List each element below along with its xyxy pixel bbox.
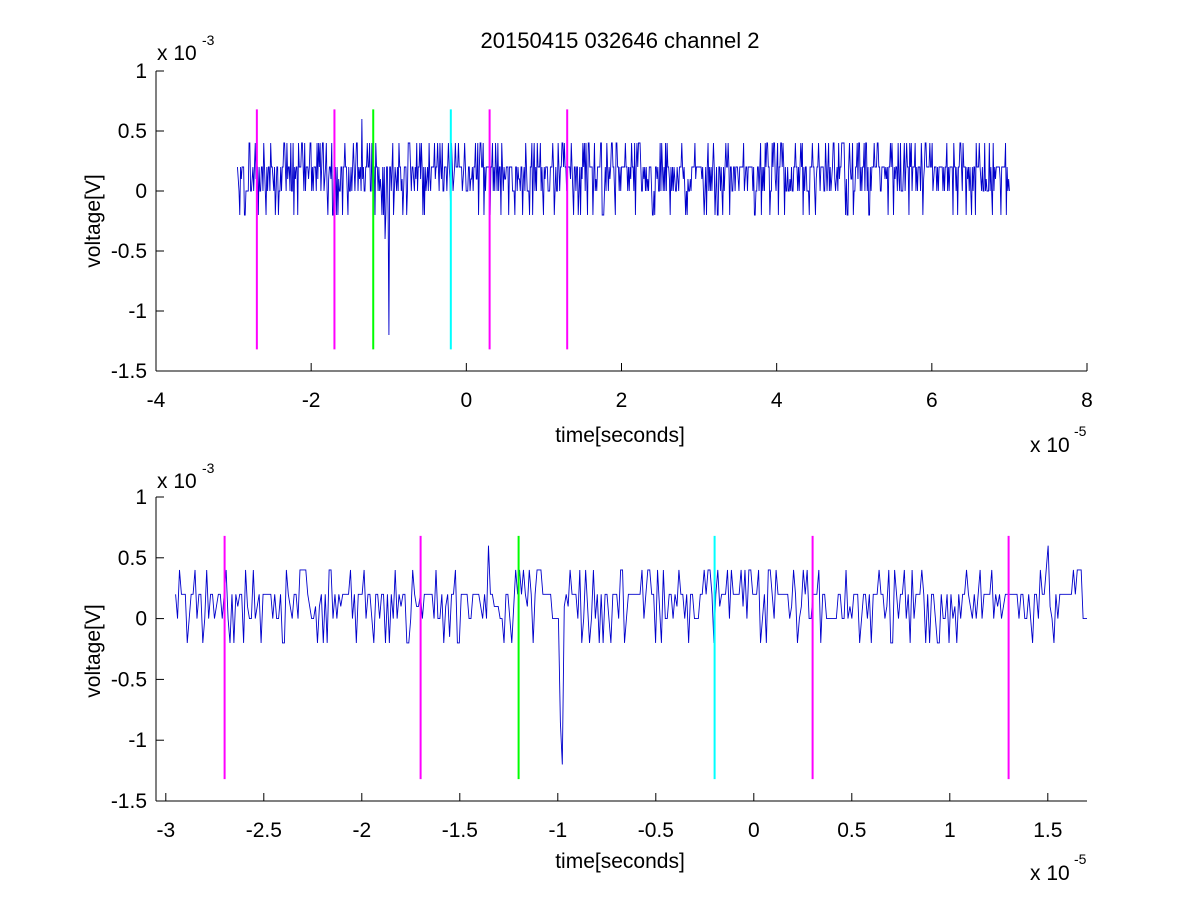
bottom-y-exponent: -3 [202,460,215,476]
bottom-plot-area: -3 -2.5 -2 -1.5 -1 -0.5 0 0.5 1 1.5 -1.5 -1 -0.5 0 0.5… [111,486,1087,842]
top-y-tick-label: -0.5 [111,240,147,263]
bottom-y-tick-label: 1 [135,486,147,509]
top-signal-line [237,118,1010,336]
bottom-x-tick-label: 1.5 [1033,819,1062,842]
top-y-tick-label: 0 [135,180,147,203]
top-plot-area: -4 -2 0 2 4 6 8 -1.5 -1 -0.5 0 0.5 1 [111,60,1093,412]
bottom-y-tick-label: -1 [128,729,147,752]
top-y-scale-label: x 10 -3 [157,32,215,65]
top-panel: 20150415 032646 channel 2 x 10 -3 -4 -2 0 2… [82,28,1093,457]
bottom-y-tick-label: 0 [135,608,147,631]
top-y-exponent: -3 [202,32,215,48]
top-y-multiplier: x 10 [157,42,197,65]
top-x-multiplier: x 10 [1030,434,1070,457]
bottom-signal-line [175,545,1087,765]
bottom-x-tick-label: -2 [352,819,371,842]
top-x-tick-label: 4 [771,389,783,412]
bottom-x-tick-label: -2.5 [246,819,282,842]
top-y-tick-label: -1.5 [111,360,147,383]
top-x-tick-label: 0 [460,389,472,412]
top-x-tick-label: 6 [926,389,938,412]
bottom-y-tick-label: -1.5 [111,790,147,813]
top-y-tick-label: 0.5 [118,120,147,143]
bottom-x-tick-label: -1.5 [442,819,478,842]
top-x-tick-label: 8 [1081,389,1093,412]
chart-title: 20150415 032646 channel 2 [481,28,760,53]
top-x-tick-label: -4 [147,389,166,412]
top-y-tick-label: -1 [128,300,147,323]
bottom-x-tick-label: -1 [548,819,567,842]
bottom-x-multiplier: x 10 [1030,862,1070,885]
bottom-x-tick-label: 0.5 [837,819,866,842]
bottom-x-tick-label: -0.5 [638,819,674,842]
top-x-tick-label: 2 [616,389,628,412]
top-x-tick-label: -2 [302,389,321,412]
bottom-y-tick-label: 0.5 [118,547,147,570]
bottom-x-exponent: -5 [1074,851,1087,867]
top-y-axis-label: voltage[V] [82,174,105,267]
bottom-y-axis-label: voltage[V] [82,604,105,697]
bottom-x-tick-label: -3 [156,819,175,842]
bottom-y-tick-label: -0.5 [111,668,147,691]
bottom-panel: x 10 -3 -3 -2.5 -2 -1.5 -1 -0.5 0 0.5 1 1.5 -1.5 -1… [82,460,1087,885]
top-y-tick-label: 1 [135,60,147,83]
bottom-x-axis-label: time[seconds] [555,850,685,873]
bottom-x-tick-label: 0 [748,819,760,842]
top-x-exponent: -5 [1074,423,1087,439]
bottom-y-scale-label: x 10 -3 [157,460,215,493]
bottom-y-multiplier: x 10 [157,470,197,493]
bottom-x-tick-label: 1 [944,819,956,842]
bottom-x-scale-label: x 10 -5 [1030,851,1087,885]
top-x-scale-label: x 10 -5 [1030,423,1087,457]
top-x-axis-label: time[seconds] [555,424,685,447]
